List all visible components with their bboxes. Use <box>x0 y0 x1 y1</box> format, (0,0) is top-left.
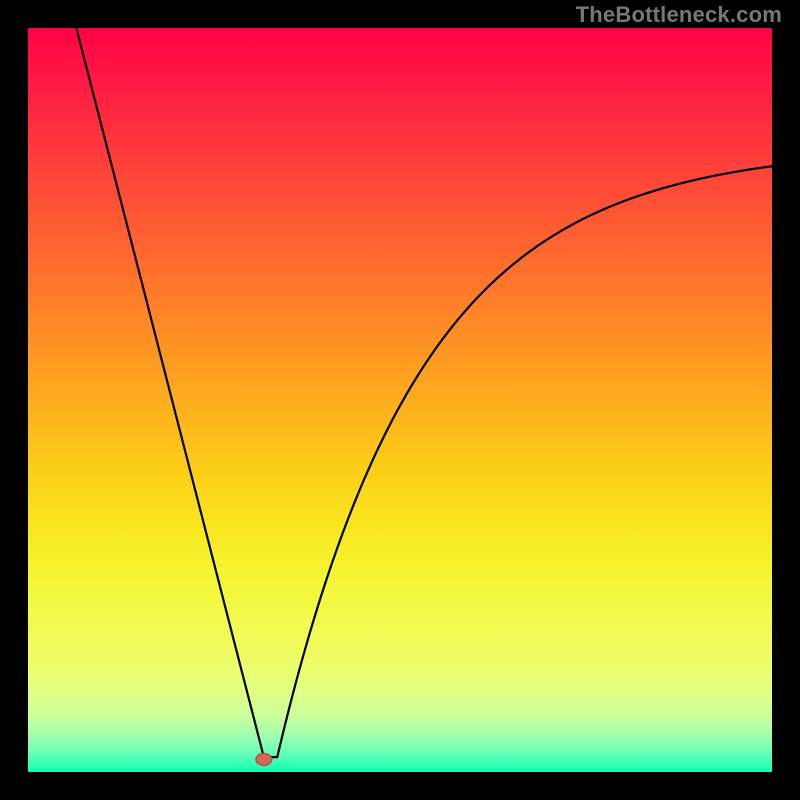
watermark-text: TheBottleneck.com <box>576 2 782 28</box>
plot-background <box>28 28 772 772</box>
chart-svg <box>0 0 800 800</box>
chart-container: TheBottleneck.com <box>0 0 800 800</box>
bottleneck-marker <box>256 753 272 765</box>
